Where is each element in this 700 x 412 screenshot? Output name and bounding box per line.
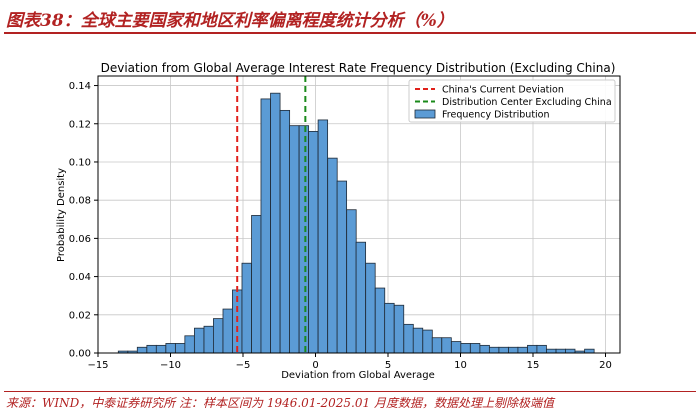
x-tick-label: 0 xyxy=(312,360,318,371)
histogram-bar xyxy=(584,348,595,354)
x-tick-label: 5 xyxy=(385,360,391,371)
reference-lines xyxy=(236,76,307,353)
histogram-bar xyxy=(222,308,233,354)
histogram-bar xyxy=(546,348,557,354)
histogram-bar xyxy=(203,325,214,354)
x-tick-label: −10 xyxy=(160,360,181,371)
histogram-bar xyxy=(355,241,367,354)
histogram-bar xyxy=(213,318,224,354)
histogram-bar xyxy=(194,327,205,354)
histogram-bar xyxy=(270,92,281,354)
histogram-bar xyxy=(555,348,566,354)
histogram-bar xyxy=(317,119,329,354)
histogram-bar xyxy=(565,348,576,354)
histogram-bar xyxy=(517,346,528,354)
histogram-bar xyxy=(460,343,471,354)
bars-layer xyxy=(117,92,595,354)
tick-labels: −15 −10 −5 0 5 10 15 20 0.00 0.02 0.04 0.06 0.08 0.10… xyxy=(69,81,612,371)
histogram-bar xyxy=(374,287,386,354)
y-axis-label: Probability Density xyxy=(56,168,67,262)
y-tick-label: 0.14 xyxy=(69,81,91,92)
legend-swatch-patch xyxy=(414,109,436,119)
legend-label: Distribution Center Excluding China xyxy=(442,97,612,108)
x-tick-label: −5 xyxy=(236,360,251,371)
histogram-bar xyxy=(155,344,167,354)
histogram-bar xyxy=(450,341,462,354)
histogram-bar xyxy=(527,344,538,354)
histogram-bar xyxy=(346,209,357,354)
histogram-bar xyxy=(175,343,186,354)
histogram-bar xyxy=(184,335,195,354)
histogram-bar xyxy=(251,215,262,354)
x-axis-label: Deviation from Global Average xyxy=(281,370,435,381)
y-tick-label: 0.10 xyxy=(69,157,91,168)
histogram-bar xyxy=(298,125,310,354)
histogram-bar xyxy=(308,130,319,354)
legend-box xyxy=(408,79,616,123)
plot-frame xyxy=(97,75,621,354)
x-tick-label: −15 xyxy=(87,360,108,371)
histogram-bar xyxy=(365,262,376,354)
axes-layer xyxy=(97,75,621,354)
histogram-bar xyxy=(327,157,338,354)
histogram-bar xyxy=(488,346,500,354)
title-divider xyxy=(4,32,696,34)
source-note: 来源：WIND，中泰证券研究所 注：样本区间为 1946.01-2025.01 … xyxy=(6,396,554,410)
legend-label: Frequency Distribution xyxy=(442,110,550,121)
histogram-bar xyxy=(508,346,519,354)
histogram-bar xyxy=(165,343,176,354)
y-tick-label: 0.02 xyxy=(69,310,91,321)
y-tick-label: 0.00 xyxy=(69,349,91,360)
histogram-bar xyxy=(241,262,252,354)
histogram-bar xyxy=(384,302,395,354)
histogram-bar xyxy=(441,337,452,354)
histogram-bar xyxy=(260,98,271,354)
histogram-bar xyxy=(146,344,157,354)
histogram-bar xyxy=(279,109,291,354)
histogram-bar xyxy=(479,344,490,354)
histogram-bar xyxy=(393,304,405,354)
histogram-bar xyxy=(412,327,424,354)
histogram-bar xyxy=(431,337,443,354)
histogram-bar xyxy=(289,125,300,354)
histogram-bar xyxy=(469,343,481,354)
x-tick-label: 10 xyxy=(454,360,467,371)
histogram-bar xyxy=(403,323,414,354)
y-tick-label: 0.12 xyxy=(69,119,91,130)
y-tick-label: 0.06 xyxy=(69,234,91,245)
histogram-bar xyxy=(136,346,148,354)
x-tick-label: 15 xyxy=(527,360,540,371)
x-tick-label: 20 xyxy=(599,360,612,371)
y-tick-label: 0.04 xyxy=(69,272,91,283)
histogram-bar xyxy=(498,346,509,354)
figure-title: 图表38：全球主要国家和地区利率偏离程度统计分析（%） xyxy=(6,11,454,31)
y-tick-label: 0.08 xyxy=(69,196,91,207)
histogram-bar xyxy=(422,329,433,354)
histogram-bar xyxy=(336,180,348,354)
footer-divider xyxy=(4,391,696,392)
histogram-bar xyxy=(536,344,547,354)
legend-label: China's Current Deviation xyxy=(442,85,564,96)
chart-title: Deviation from Global Average Interest R… xyxy=(101,61,616,75)
